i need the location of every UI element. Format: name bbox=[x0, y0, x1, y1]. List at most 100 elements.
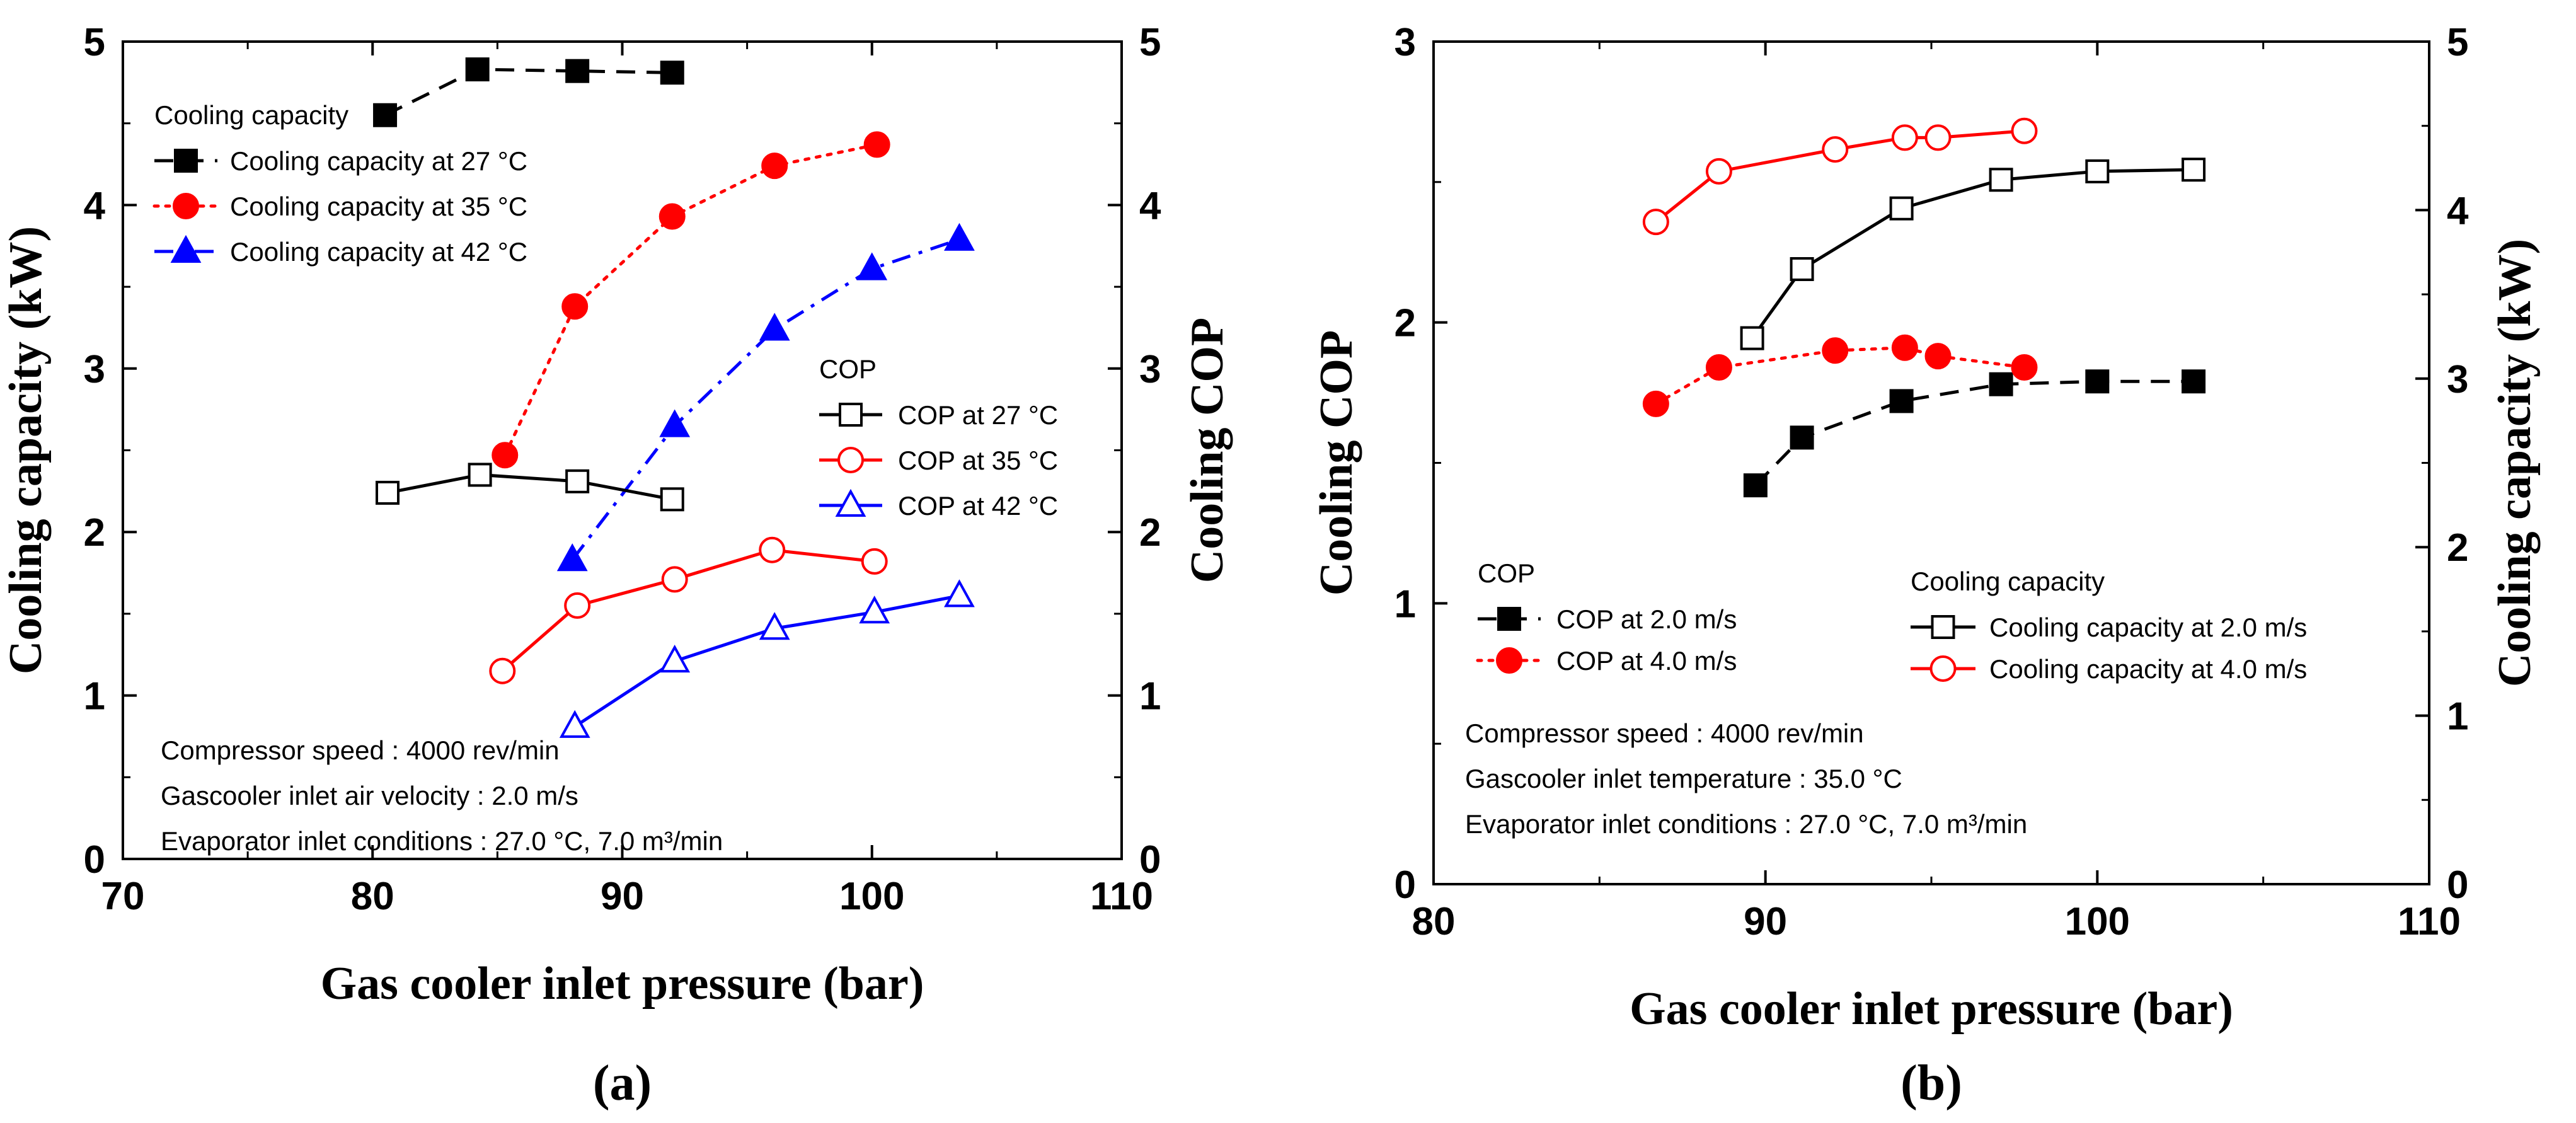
data-point bbox=[1790, 256, 1814, 281]
annotation: Gascooler inlet air velocity : 2.0 m/s bbox=[161, 781, 578, 810]
legend-entry: COP at 4.0 m/s bbox=[1556, 646, 1737, 676]
data-point bbox=[761, 153, 788, 180]
series-0 bbox=[1743, 369, 2206, 498]
legend-entry: COP at 35 °C bbox=[898, 446, 1058, 475]
data-point bbox=[1924, 343, 1952, 370]
data-point bbox=[944, 579, 975, 608]
series-line bbox=[387, 473, 673, 501]
data-point bbox=[1891, 124, 1918, 151]
legend-title: COP bbox=[1478, 558, 1535, 588]
x-axis-title: Gas cooler inlet pressure (bar) bbox=[1630, 983, 2233, 1035]
data-point bbox=[492, 442, 519, 469]
y-tick-label: 1 bbox=[1394, 582, 1416, 626]
data-point bbox=[489, 657, 516, 684]
annotations: Compressor speed : 4000 rev/min Gascooler… bbox=[161, 735, 723, 856]
series-line bbox=[501, 548, 875, 672]
legend-marker bbox=[837, 447, 864, 473]
data-point bbox=[373, 103, 398, 127]
data-point bbox=[759, 313, 790, 341]
series-line bbox=[573, 594, 960, 728]
data-point bbox=[1743, 473, 1768, 498]
legend-entry: Cooling capacity at 4.0 m/s bbox=[1989, 654, 2307, 684]
annotation: Evaporator inlet conditions : 27.0 °C, 7… bbox=[1465, 809, 2027, 839]
data-point bbox=[2011, 117, 2038, 144]
y-tick-label: 2 bbox=[84, 511, 105, 555]
y2-tick-label: 3 bbox=[2447, 358, 2468, 401]
plot-frame bbox=[1432, 40, 2430, 885]
data-point bbox=[658, 203, 686, 230]
y-axis-title: Cooling COP bbox=[1311, 330, 1362, 596]
data-point bbox=[944, 222, 975, 251]
series-1 bbox=[1642, 334, 2038, 417]
x-tick-label: 80 bbox=[351, 875, 394, 918]
data-point bbox=[1989, 372, 2013, 396]
y2-tick-label: 1 bbox=[1139, 675, 1161, 718]
x-axis-title: Gas cooler inlet pressure (bar) bbox=[321, 958, 924, 1010]
x-tick-label: 110 bbox=[2398, 900, 2461, 943]
legend-1: COP COP at 27 °C COP at 35 °C COP at 42 °C bbox=[819, 354, 1058, 521]
y-axis-title: Cooling capacity (kW) bbox=[0, 226, 52, 674]
data-point bbox=[660, 487, 684, 512]
y2-tick-label: 0 bbox=[2447, 863, 2468, 907]
y-tick-label: 1 bbox=[84, 675, 105, 718]
series-2 bbox=[556, 222, 975, 572]
y2-tick-label: 2 bbox=[2447, 526, 2468, 570]
series-2 bbox=[1740, 158, 2206, 350]
series-line bbox=[571, 238, 960, 561]
series-3 bbox=[376, 463, 684, 512]
data-point bbox=[1889, 196, 1914, 221]
legend-1: Cooling capacity Cooling capacity at 2.0 … bbox=[1911, 567, 2307, 684]
x-tick-label: 90 bbox=[1744, 900, 1787, 943]
legend-0: Cooling capacity Cooling capacity at 27 °… bbox=[152, 100, 527, 267]
y2-tick-label: 5 bbox=[2447, 21, 2468, 64]
data-point bbox=[659, 409, 691, 437]
data-point bbox=[2011, 354, 2038, 381]
panel-label: (b) bbox=[1900, 1056, 1962, 1111]
data-point bbox=[1642, 390, 1669, 417]
series-line bbox=[1655, 129, 2025, 224]
data-point bbox=[1740, 326, 1764, 350]
legend-0: COP COP at 2.0 m/s COP at 4.0 m/s bbox=[1476, 558, 1737, 676]
legend-entry: COP at 27 °C bbox=[898, 400, 1058, 430]
data-point bbox=[1790, 425, 1814, 450]
data-point bbox=[863, 131, 890, 158]
data-point bbox=[660, 60, 684, 85]
legend-entry: Cooling capacity at 42 °C bbox=[230, 237, 527, 267]
series-line bbox=[384, 67, 672, 117]
y-tick-label: 0 bbox=[84, 838, 105, 882]
series-5 bbox=[559, 579, 975, 738]
y2-axis-title: Cooling capacity (kW) bbox=[2489, 239, 2541, 687]
data-point bbox=[2182, 158, 2206, 182]
legend-marker bbox=[170, 234, 202, 263]
series-3 bbox=[1642, 117, 2038, 236]
y-tick-label: 3 bbox=[84, 348, 105, 391]
legend-title: Cooling capacity bbox=[154, 100, 348, 130]
data-point bbox=[465, 57, 490, 82]
data-point bbox=[565, 59, 590, 83]
y-tick-label: 0 bbox=[1394, 863, 1416, 907]
legend-marker bbox=[1496, 647, 1522, 674]
x-tick-label: 100 bbox=[839, 875, 904, 918]
x-tick-label: 110 bbox=[1090, 875, 1153, 918]
y2-tick-label: 3 bbox=[1139, 348, 1161, 391]
annotation: Gascooler inlet temperature : 35.0 °C bbox=[1465, 764, 1902, 793]
y2-tick-label: 0 bbox=[1139, 838, 1161, 882]
y-tick-label: 3 bbox=[1394, 21, 1416, 64]
data-point bbox=[1889, 389, 1914, 413]
data-point bbox=[1705, 158, 1732, 185]
data-point bbox=[1924, 124, 1952, 151]
x-tick-label: 70 bbox=[101, 875, 145, 918]
data-point bbox=[561, 293, 589, 320]
legend-entry: COP at 2.0 m/s bbox=[1556, 604, 1737, 634]
data-point bbox=[559, 710, 590, 738]
data-point bbox=[861, 548, 888, 575]
series-line bbox=[1754, 379, 2194, 487]
data-point bbox=[376, 480, 400, 505]
data-point bbox=[659, 644, 691, 673]
x-tick-label: 100 bbox=[2065, 900, 2130, 943]
legend-entry: COP at 42 °C bbox=[898, 491, 1058, 521]
annotation: Compressor speed : 4000 rev/min bbox=[1465, 718, 1864, 748]
